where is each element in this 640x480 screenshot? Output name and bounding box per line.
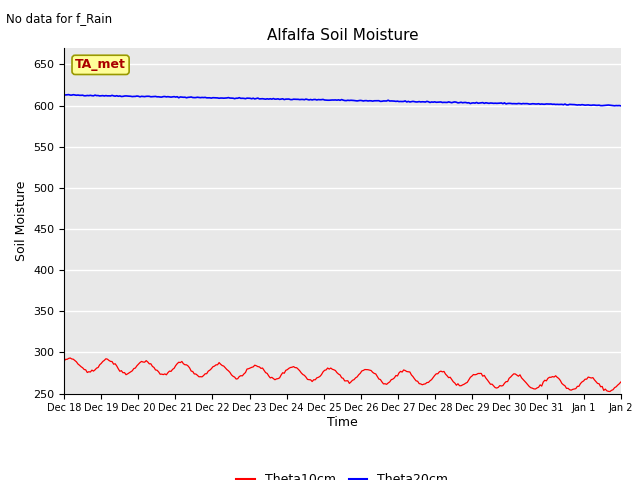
Y-axis label: Soil Moisture: Soil Moisture xyxy=(15,180,28,261)
X-axis label: Time: Time xyxy=(327,416,358,429)
Legend: Theta10cm, Theta20cm: Theta10cm, Theta20cm xyxy=(232,468,453,480)
Title: Alfalfa Soil Moisture: Alfalfa Soil Moisture xyxy=(267,28,418,43)
Text: No data for f_Rain: No data for f_Rain xyxy=(6,12,113,25)
Text: TA_met: TA_met xyxy=(75,59,126,72)
